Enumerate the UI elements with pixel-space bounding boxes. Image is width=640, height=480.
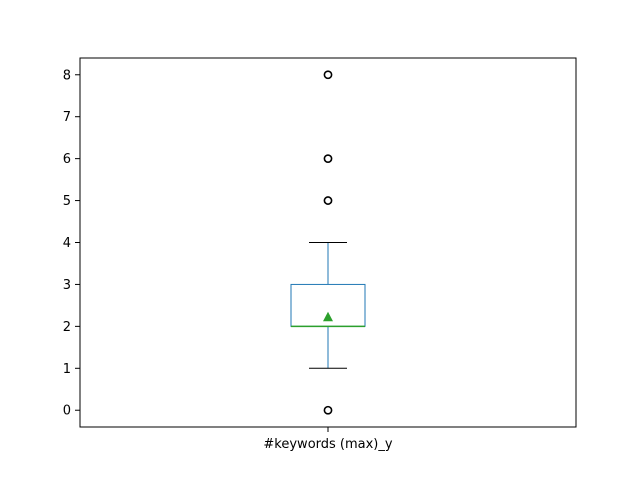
y-tick-label: 0 [63, 404, 71, 419]
y-tick-label: 8 [63, 68, 71, 83]
y-tick-label: 1 [63, 362, 71, 377]
outlier-point [323, 405, 333, 415]
y-tick-label: 4 [63, 236, 71, 251]
y-tick-label: 2 [63, 320, 71, 335]
x-axis: #keywords (max)_y [263, 427, 393, 452]
box-layer [290, 70, 366, 415]
outlier-point [323, 154, 333, 164]
outlier-point [323, 70, 333, 80]
y-tick-label: 5 [63, 194, 71, 209]
x-tick-label: #keywords (max)_y [263, 437, 392, 452]
y-tick-label: 7 [63, 110, 71, 125]
y-tick-label: 6 [63, 152, 71, 167]
y-axis: 0 1 2 3 4 5 6 7 8 [63, 68, 80, 419]
y-tick-label: 3 [63, 278, 71, 293]
box-group [290, 70, 366, 415]
outlier-point [323, 196, 333, 205]
mean-marker [323, 311, 333, 322]
